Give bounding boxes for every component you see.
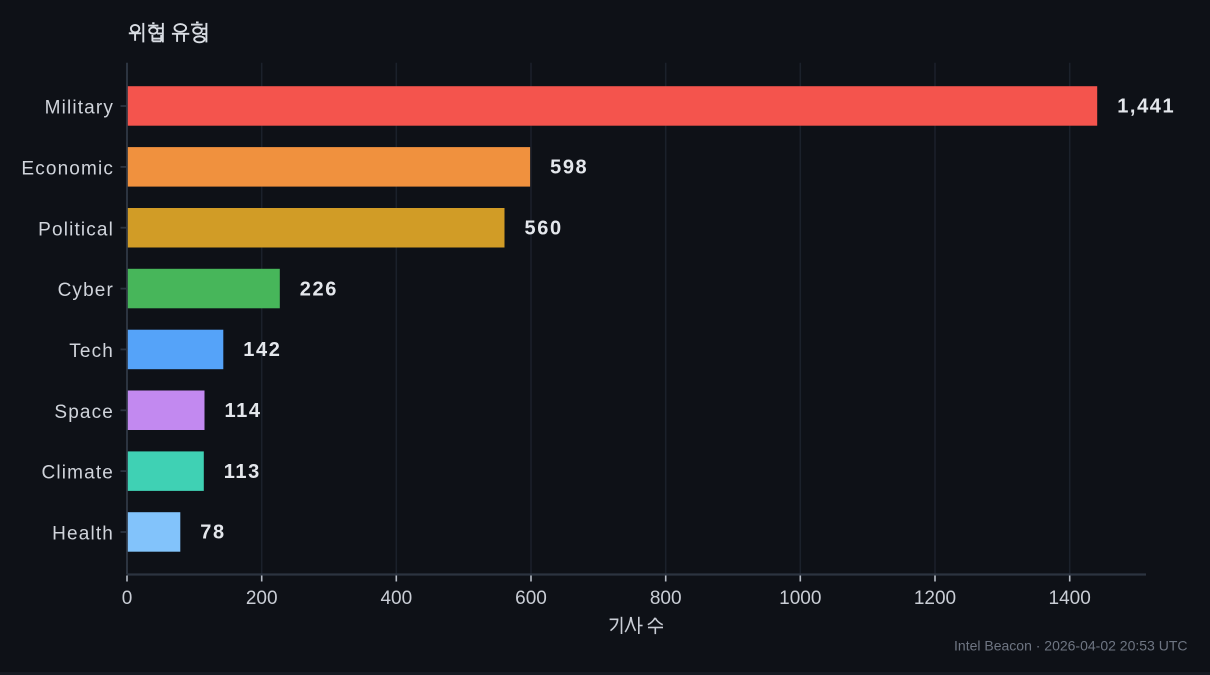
svg-text:1400: 1400 bbox=[1049, 588, 1091, 609]
svg-text:78: 78 bbox=[200, 522, 225, 544]
svg-text:Political: Political bbox=[38, 219, 114, 240]
svg-text:Tech: Tech bbox=[69, 341, 114, 362]
svg-text:1,441: 1,441 bbox=[1117, 96, 1175, 118]
svg-text:Cyber: Cyber bbox=[58, 280, 114, 301]
svg-text:Space: Space bbox=[54, 402, 114, 423]
svg-text:226: 226 bbox=[300, 278, 338, 300]
svg-text:1200: 1200 bbox=[914, 588, 956, 609]
svg-text:142: 142 bbox=[243, 339, 281, 361]
svg-text:600: 600 bbox=[515, 588, 547, 609]
svg-text:560: 560 bbox=[525, 217, 563, 239]
svg-text:Intel Beacon · 2026-04-02 20:5: Intel Beacon · 2026-04-02 20:53 UTC bbox=[954, 638, 1187, 654]
svg-text:400: 400 bbox=[380, 588, 412, 609]
svg-text:113: 113 bbox=[224, 461, 261, 483]
svg-text:598: 598 bbox=[550, 157, 588, 179]
svg-text:Climate: Climate bbox=[42, 463, 114, 484]
svg-text:114: 114 bbox=[225, 400, 262, 422]
svg-text:Military: Military bbox=[45, 98, 114, 119]
svg-text:1000: 1000 bbox=[779, 588, 821, 609]
svg-text:800: 800 bbox=[650, 588, 682, 609]
svg-text:Health: Health bbox=[52, 524, 114, 545]
svg-text:0: 0 bbox=[122, 588, 133, 609]
svg-text:200: 200 bbox=[246, 588, 278, 609]
svg-text:Economic: Economic bbox=[21, 159, 114, 180]
